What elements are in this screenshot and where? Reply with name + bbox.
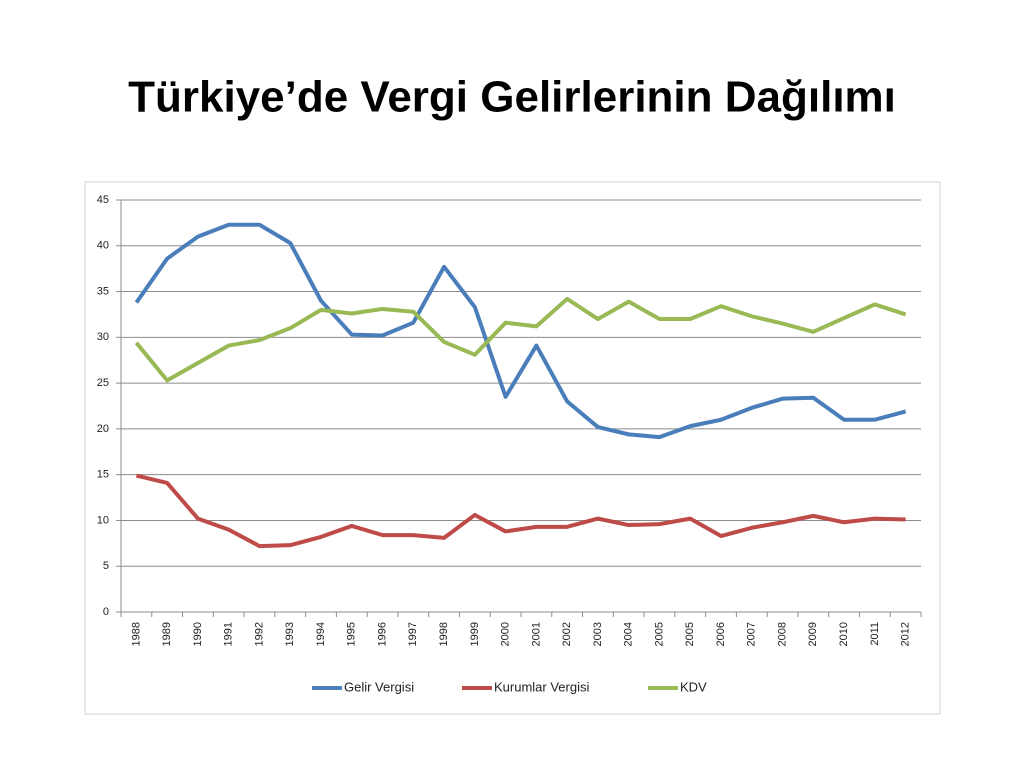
x-tick-label: 2004 bbox=[623, 622, 635, 646]
x-tick-label: 2008 bbox=[776, 622, 788, 646]
chart-title: Türkiye’de Vergi Gelirlerinin Dağılımı bbox=[128, 73, 896, 122]
y-tick-label: 35 bbox=[97, 285, 109, 297]
series-line bbox=[134, 222, 907, 440]
x-tick-label: 2011 bbox=[869, 622, 881, 646]
x-tick-label: 2003 bbox=[592, 622, 604, 646]
y-tick-label: 5 bbox=[103, 560, 109, 572]
x-tick-label: 2010 bbox=[838, 622, 850, 646]
x-tick-label: 2005 bbox=[684, 622, 696, 646]
x-tick-label: 2002 bbox=[561, 622, 573, 646]
x-tick-label: 2001 bbox=[530, 622, 542, 646]
x-tick-label: 1989 bbox=[161, 622, 173, 646]
y-tick-label: 25 bbox=[97, 377, 109, 389]
x-tick-label: 1991 bbox=[223, 622, 235, 646]
x-tick-label: 2000 bbox=[500, 622, 512, 646]
y-tick-label: 20 bbox=[97, 423, 109, 435]
x-tick-label: 2009 bbox=[807, 622, 819, 646]
x-tick-label: 1996 bbox=[376, 622, 388, 646]
x-tick-label: 1993 bbox=[284, 622, 296, 646]
x-tick-label: 2005 bbox=[653, 622, 665, 646]
x-tick-label: 2007 bbox=[746, 622, 758, 646]
x-tick-label: 1997 bbox=[407, 622, 419, 646]
y-tick-label: 15 bbox=[97, 469, 109, 481]
x-tick-label: 1994 bbox=[315, 622, 327, 646]
x-tick-label: 1990 bbox=[192, 622, 204, 646]
x-tick-label: 2012 bbox=[900, 622, 912, 646]
x-tick-label: 1998 bbox=[438, 622, 450, 646]
y-tick-label: 10 bbox=[97, 514, 109, 526]
y-tick-label: 30 bbox=[97, 331, 109, 343]
x-tick-label: 2006 bbox=[715, 622, 727, 646]
x-tick-label: 1995 bbox=[346, 622, 358, 646]
chart-frame bbox=[84, 181, 941, 715]
y-tick-label: 0 bbox=[103, 606, 109, 618]
x-tick-label: 1999 bbox=[469, 622, 481, 646]
y-tick-label: 45 bbox=[97, 194, 109, 206]
x-tick-label: 1988 bbox=[130, 622, 142, 646]
legend-label: KDV bbox=[680, 679, 707, 694]
series-line bbox=[134, 296, 907, 383]
y-tick-label: 40 bbox=[97, 240, 109, 252]
legend-label: Gelir Vergisi bbox=[344, 679, 414, 694]
series-line bbox=[135, 473, 906, 549]
legend-label: Kurumlar Vergisi bbox=[494, 679, 589, 694]
x-tick-label: 1992 bbox=[253, 622, 265, 646]
